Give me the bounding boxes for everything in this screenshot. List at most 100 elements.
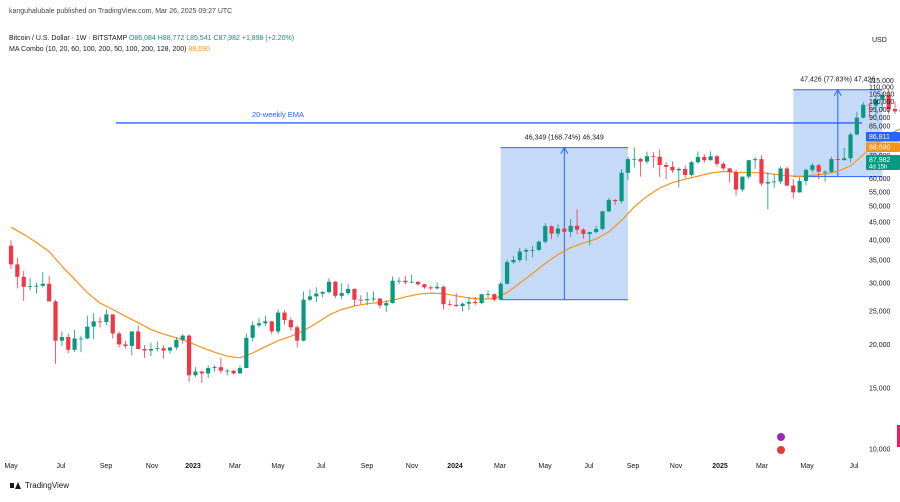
candle-body [365, 299, 370, 301]
candle-body [15, 264, 20, 277]
tradingview-logo[interactable]: TradingView [10, 481, 69, 490]
candle [746, 159, 751, 179]
candle [320, 290, 325, 298]
candle-body [174, 339, 179, 348]
publisher-caption: kanguhalubale published on TradingView.c… [9, 8, 233, 15]
candle [174, 337, 179, 350]
y-axis-currency: USD [872, 37, 887, 44]
candle-body [333, 281, 338, 296]
candle-body [543, 226, 548, 242]
candle [778, 166, 783, 185]
y-axis-tick-label: 50,000 [869, 204, 891, 211]
candle-body [581, 229, 586, 234]
x-axis-tick-label: Mar [494, 463, 507, 470]
candle-body [403, 280, 408, 283]
candle [517, 247, 522, 263]
candle [47, 275, 52, 302]
candle-body [600, 211, 605, 229]
candle-body [619, 172, 624, 202]
candle-body [142, 349, 147, 351]
candle-body [231, 370, 236, 374]
candle [97, 316, 103, 328]
candle-body [504, 262, 510, 284]
candle-body [759, 159, 764, 184]
candle-body [549, 226, 554, 234]
candle-body [848, 134, 853, 159]
candle-body [269, 321, 274, 332]
candle [861, 102, 866, 119]
x-axis-tick-label: Jul [317, 463, 326, 470]
y-axis-tick-label: 95,000 [869, 107, 891, 114]
candle [301, 291, 306, 342]
candle [186, 334, 192, 382]
candle [600, 210, 605, 231]
candle-body [460, 303, 465, 306]
y-axis-tick-label: 35,000 [869, 257, 891, 264]
candle [91, 313, 96, 340]
measure-range-arrowhead [560, 146, 569, 154]
candle [867, 103, 872, 117]
ma-legend[interactable]: MA Combo (10, 20, 60, 100, 200, 50, 100,… [9, 46, 210, 53]
candle [740, 176, 745, 192]
candle-body [880, 94, 885, 100]
candle-body [250, 325, 255, 338]
candle-body [148, 349, 154, 351]
candle [403, 275, 408, 285]
candle-body [466, 301, 472, 304]
y-axis-tick-label: 90,000 [869, 115, 891, 122]
y-axis-tick-label: 30,000 [869, 281, 891, 288]
tradingview-logo-text: TradingView [25, 481, 70, 490]
y-axis-tick-label: 100,000 [869, 99, 894, 106]
x-axis-tick-label: Sep [361, 463, 374, 470]
ema-line-label: 20-weekly EMA [252, 110, 304, 119]
candle-body [155, 348, 160, 350]
candle-body [415, 281, 421, 285]
ohlc-close: C87,982 [213, 35, 240, 42]
candle [441, 285, 446, 310]
candle [822, 170, 828, 182]
candle [619, 169, 624, 204]
candle-body [320, 292, 325, 294]
candle-body [326, 281, 332, 293]
candle [237, 365, 243, 374]
candle-body [282, 312, 287, 321]
x-axis-tick-label: Nov [146, 463, 159, 470]
candle-body [218, 367, 223, 371]
candle [352, 288, 357, 306]
candle [409, 274, 414, 284]
candle [759, 155, 764, 186]
y-axis-tick-label: 110,000 [869, 85, 894, 92]
candle-body [498, 283, 503, 300]
candle [155, 341, 160, 352]
candle [555, 224, 561, 238]
candle-body [345, 288, 351, 294]
candle [803, 168, 809, 186]
candle [587, 231, 592, 246]
candle [256, 318, 262, 328]
candle-body [117, 333, 122, 345]
candle [282, 310, 287, 325]
candle [53, 299, 58, 364]
candle-body [390, 280, 395, 304]
candle [72, 330, 77, 353]
candle-body [765, 181, 770, 184]
candle-body [803, 169, 809, 181]
candle-body [702, 156, 707, 161]
candle [85, 315, 90, 340]
candle-body [867, 104, 872, 106]
y-axis-tick-label: 20,000 [869, 342, 891, 349]
candle [670, 161, 675, 173]
candle [892, 101, 898, 114]
candle [733, 169, 739, 196]
candle-body [85, 326, 90, 339]
candle [435, 282, 440, 290]
candle-body [339, 293, 344, 296]
candle-body [276, 312, 281, 332]
candle-body [186, 335, 192, 376]
y-axis-tick-label: 45,000 [869, 220, 891, 227]
candle-body [587, 232, 592, 234]
x-axis-tick-label: Mar [229, 463, 242, 470]
candle [466, 296, 472, 311]
candle [231, 369, 236, 375]
